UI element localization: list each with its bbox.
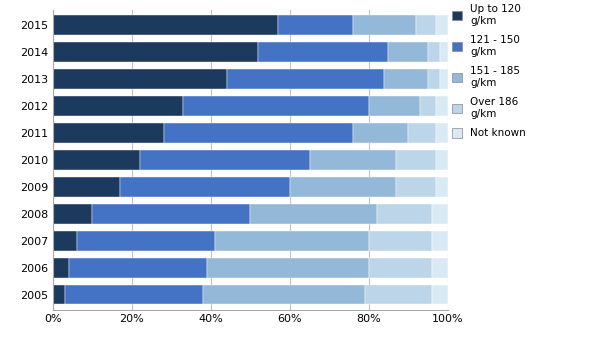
Bar	[120, 177, 290, 197]
Bar	[353, 15, 416, 35]
Bar	[436, 96, 448, 116]
Bar	[53, 204, 92, 224]
Bar	[440, 69, 448, 89]
Bar	[53, 258, 69, 278]
Bar	[53, 123, 164, 143]
Bar	[432, 285, 448, 304]
Bar	[365, 285, 432, 304]
Bar	[432, 204, 448, 224]
Bar	[408, 123, 436, 143]
Bar	[436, 123, 448, 143]
Bar	[140, 150, 310, 170]
Bar	[203, 285, 365, 304]
Bar	[369, 96, 420, 116]
Bar	[310, 150, 396, 170]
Bar	[258, 42, 389, 62]
Legend: Up to 120
g/km, 121 - 150
g/km, 151 - 185
g/km, Over 186
g/km, Not known: Up to 120 g/km, 121 - 150 g/km, 151 - 18…	[452, 4, 526, 139]
Bar	[396, 150, 436, 170]
Bar	[207, 258, 369, 278]
Bar	[53, 96, 183, 116]
Bar	[183, 96, 369, 116]
Bar	[353, 123, 408, 143]
Bar	[436, 15, 448, 35]
Bar	[389, 42, 428, 62]
Bar	[416, 15, 436, 35]
Bar	[428, 42, 440, 62]
Bar	[53, 285, 65, 304]
Bar	[53, 42, 258, 62]
Bar	[215, 231, 369, 250]
Bar	[92, 204, 250, 224]
Bar	[376, 204, 432, 224]
Bar	[369, 231, 432, 250]
Bar	[290, 177, 396, 197]
Bar	[428, 69, 440, 89]
Bar	[385, 69, 428, 89]
Bar	[227, 69, 385, 89]
Bar	[53, 150, 140, 170]
Bar	[432, 258, 448, 278]
Bar	[53, 231, 77, 250]
Bar	[436, 150, 448, 170]
Bar	[164, 123, 353, 143]
Bar	[53, 177, 120, 197]
Bar	[278, 15, 353, 35]
Bar	[53, 69, 227, 89]
Bar	[396, 177, 436, 197]
Bar	[77, 231, 215, 250]
Bar	[420, 96, 436, 116]
Bar	[440, 42, 448, 62]
Bar	[432, 231, 448, 250]
Bar	[53, 15, 278, 35]
Bar	[436, 177, 448, 197]
Bar	[65, 285, 203, 304]
Bar	[69, 258, 207, 278]
Bar	[250, 204, 376, 224]
Bar	[369, 258, 432, 278]
